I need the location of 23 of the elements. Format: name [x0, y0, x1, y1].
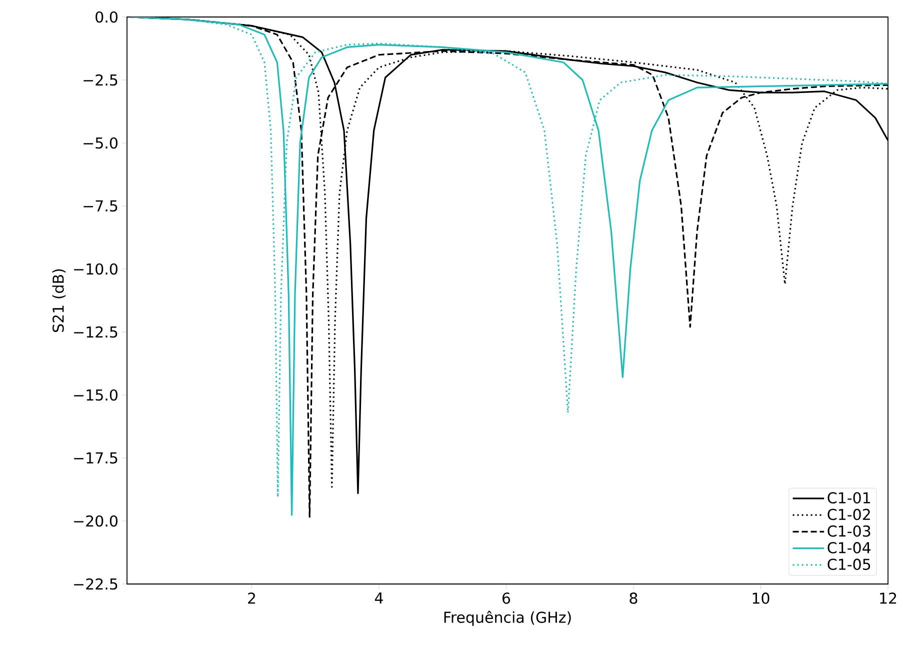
x-tick-label: 8: [630, 592, 638, 604]
y-tick-label: −15.0: [74, 389, 118, 401]
x-tick-label: 12: [880, 592, 896, 604]
x-tick-label: 4: [374, 592, 383, 604]
x-tick-label: 6: [502, 592, 510, 604]
y-tick-label: −12.5: [74, 326, 118, 338]
y-tick-label: −10.0: [74, 263, 118, 275]
y-tick-label: −17.5: [74, 452, 118, 464]
y-axis-title: S21 (dB): [52, 269, 66, 332]
x-axis-title: Frequência (GHz): [444, 610, 571, 626]
legend-label: C1-05: [828, 558, 870, 570]
y-tick-label: −2.5: [84, 74, 118, 86]
y-tick-label: 0.0: [96, 11, 118, 23]
legend-label: C1-01: [828, 492, 870, 504]
x-tick-label: 2: [248, 592, 255, 604]
y-tick-label: −20.0: [74, 515, 118, 527]
legend-label: C1-03: [828, 525, 870, 537]
y-tick-label: −5.0: [84, 137, 118, 149]
legend-label: C1-04: [828, 542, 871, 554]
x-tick-label: 10: [752, 592, 770, 604]
legend-label: C1-02: [828, 508, 870, 520]
y-tick-label: −7.5: [84, 200, 118, 212]
y-tick-label: −22.5: [74, 578, 118, 590]
